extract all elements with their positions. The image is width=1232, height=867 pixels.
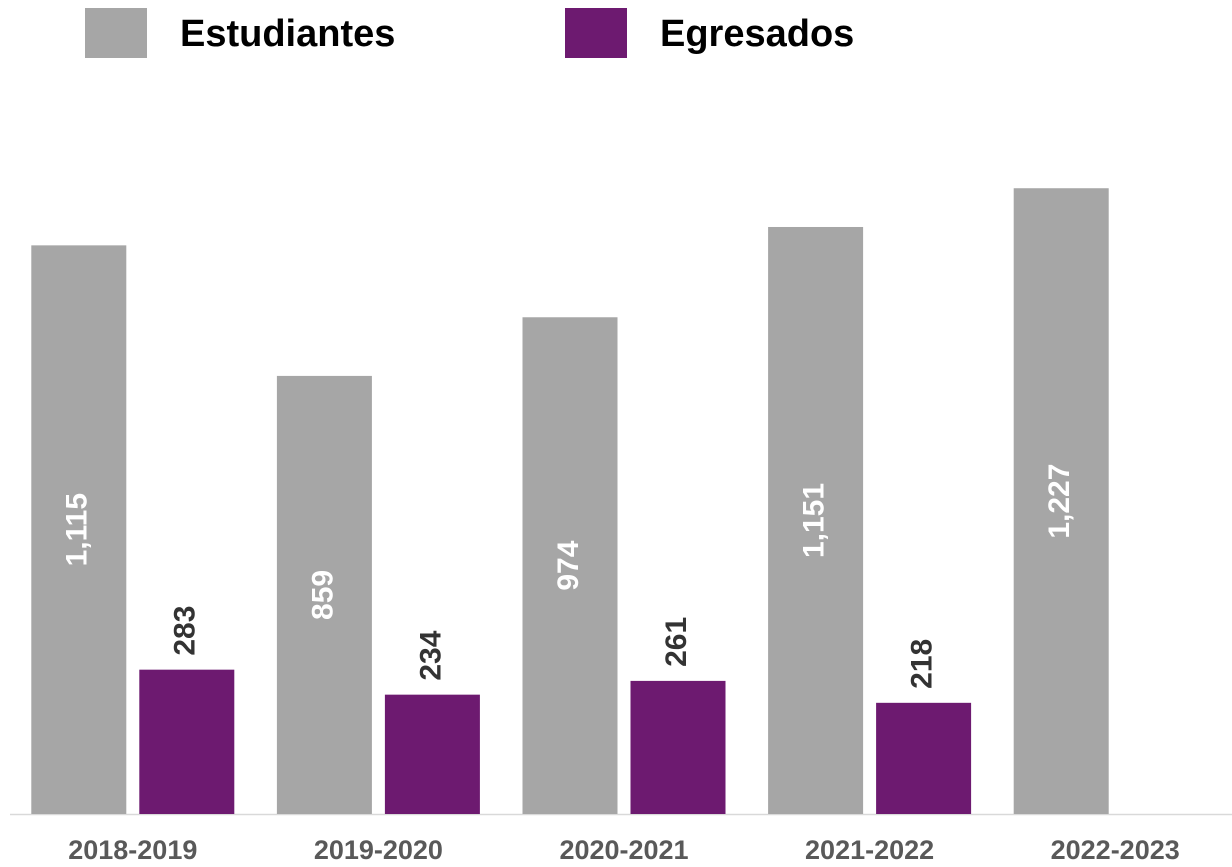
data-label: 1,115 (61, 493, 94, 566)
legend-swatch (565, 8, 627, 58)
bar (768, 226, 864, 815)
data-label: 974 (552, 540, 585, 590)
bar (276, 375, 372, 814)
data-label: 859 (306, 570, 339, 620)
x-tick-label: 2018-2019 (68, 835, 197, 865)
legend-label: Estudiantes (180, 13, 395, 55)
bar (31, 245, 127, 815)
legend-swatch (85, 8, 147, 58)
bar (522, 317, 618, 814)
x-tick-label: 2019-2020 (314, 835, 443, 865)
data-label: 218 (906, 639, 939, 689)
data-label: 283 (169, 606, 202, 656)
bar (1013, 188, 1109, 815)
data-label: 1,151 (798, 483, 831, 558)
bar (630, 680, 726, 814)
x-tick-label: 2021-2022 (805, 835, 934, 865)
bar (384, 694, 480, 814)
bar (876, 702, 972, 814)
x-tick-label: 2020-2021 (559, 835, 688, 865)
x-tick-label: 2022-2023 (1051, 835, 1180, 865)
data-label: 261 (660, 617, 693, 667)
bar (139, 669, 235, 814)
data-label: 234 (414, 630, 447, 680)
legend-label: Egresados (660, 13, 854, 55)
data-label: 1,227 (1043, 464, 1076, 539)
